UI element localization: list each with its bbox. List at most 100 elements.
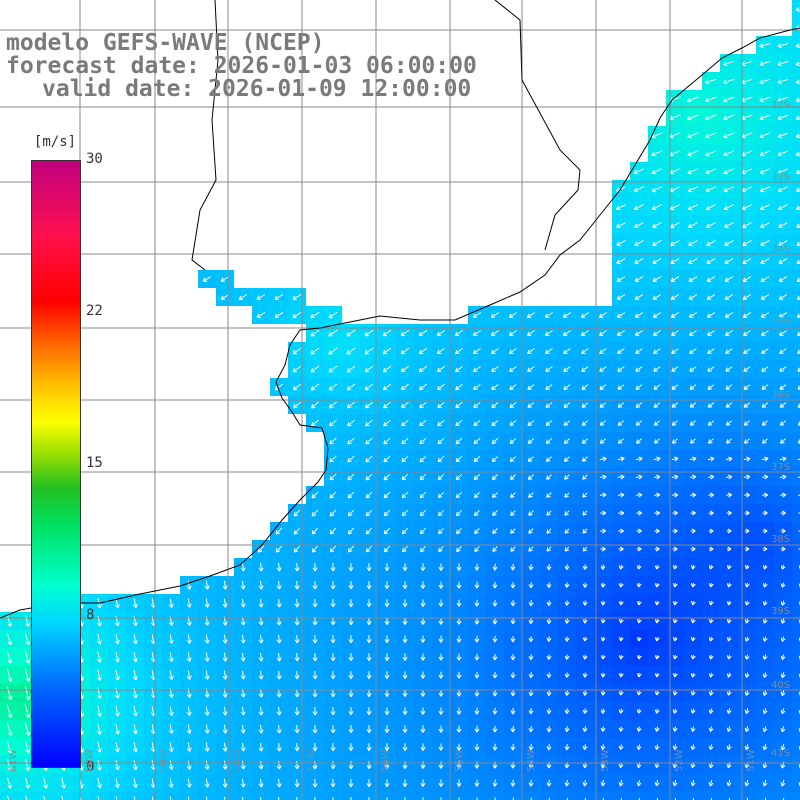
wind-cell: [450, 792, 468, 800]
wind-arrow: [598, 330, 607, 336]
wind-arrow: [527, 366, 535, 372]
wind-arrow: [132, 652, 138, 663]
wind-arrow: [777, 60, 789, 66]
wind-arrow: [564, 690, 570, 696]
wind-arrow: [330, 779, 336, 788]
wind-arrow: [544, 312, 553, 318]
wind-arrow: [456, 653, 462, 661]
wind-arrow: [723, 168, 735, 175]
wind-arrow: [202, 276, 212, 282]
wind-arrow: [510, 563, 516, 571]
wind-arrow: [797, 421, 800, 426]
wind-arrow: [420, 653, 426, 661]
wind-arrow: [311, 491, 319, 499]
wind-arrow: [653, 420, 661, 426]
wind-arrow: [509, 438, 517, 444]
wind-cell: [792, 486, 800, 504]
wind-arrow: [723, 150, 735, 157]
wind-arrow: [672, 564, 678, 570]
wind-arrow: [383, 527, 391, 535]
wind-arrow: [440, 797, 442, 800]
wind-arrow: [115, 723, 120, 735]
wind-arrow: [509, 348, 517, 354]
wind-arrow: [292, 347, 302, 355]
wind-arrow: [330, 562, 336, 572]
wind-arrow: [491, 492, 498, 498]
wind-arrow: [653, 402, 661, 408]
wind-arrow: [420, 743, 426, 751]
lat-label-36S: 36S: [771, 390, 791, 401]
wind-arrow: [672, 744, 678, 751]
wind-arrow: [582, 654, 588, 660]
wind-arrow: [366, 707, 372, 716]
wind-arrow: [384, 563, 390, 572]
lon-label-60W: 60W: [84, 749, 95, 772]
wind-arrow: [383, 437, 391, 445]
wind-arrow: [689, 366, 697, 372]
wind-arrow: [795, 133, 800, 139]
wind-cell: [432, 792, 450, 800]
wind-arrow: [670, 312, 679, 318]
wind-arrow: [346, 365, 356, 373]
wind-arrow: [777, 204, 788, 211]
wind-arrow: [476, 797, 478, 800]
wind-arrow: [422, 797, 424, 800]
wind-arrow: [438, 617, 444, 625]
wind-arrow: [618, 528, 624, 534]
wind-arrow: [599, 420, 607, 426]
wind-arrow: [726, 726, 732, 733]
wind-arrow: [418, 365, 427, 373]
wind-arrow: [741, 186, 753, 193]
wind-arrow: [419, 473, 427, 481]
wind-arrow: [384, 707, 390, 715]
wind-arrow: [723, 204, 734, 211]
wind-arrow: [744, 744, 750, 751]
wind-arrow: [438, 707, 444, 715]
wind-arrow: [366, 563, 372, 572]
wind-arrow: [762, 492, 768, 498]
wind-arrow: [725, 348, 733, 354]
wind-arrow: [25, 615, 31, 627]
wind-arrow: [670, 294, 680, 300]
wind-arrow: [636, 636, 642, 642]
wind-arrow: [742, 312, 751, 318]
wind-arrow: [473, 474, 481, 481]
wind-arrow: [742, 294, 752, 300]
wind-arrow: [438, 653, 444, 661]
lat-label-33S: 33S: [771, 172, 791, 183]
wind-arrow: [671, 420, 679, 426]
wind-arrow: [456, 581, 462, 589]
wind-arrow: [418, 347, 428, 355]
wind-arrow: [723, 60, 735, 67]
wind-arrow: [618, 510, 625, 516]
wind-arrow: [347, 437, 355, 445]
wind-arrow: [778, 294, 788, 300]
wind-arrow: [726, 510, 732, 516]
lat-label-41S: 41S: [771, 748, 791, 759]
wind-arrow: [312, 706, 318, 716]
wind-arrow: [292, 365, 302, 373]
wind-arrow: [705, 132, 717, 139]
wind-arrow: [348, 671, 354, 680]
wind-cell: [18, 792, 36, 800]
wind-arrow: [598, 312, 607, 318]
wind-arrow: [564, 708, 570, 715]
wind-arrow: [744, 690, 750, 696]
wind-arrow: [724, 222, 734, 229]
wind-arrow: [617, 438, 624, 444]
wind-arrow: [97, 777, 102, 789]
wind-arrow: [474, 779, 480, 787]
forecast-date: forecast date: 2026-01-03 06:00:00: [6, 53, 477, 79]
wind-arrow: [61, 777, 66, 789]
wind-arrow: [310, 311, 320, 319]
wind-arrow: [329, 545, 337, 553]
wind-arrow: [292, 311, 302, 319]
wind-arrow: [653, 456, 661, 462]
wind-arrow: [671, 348, 679, 354]
wind-arrow: [581, 366, 589, 372]
wind-arrow: [724, 276, 734, 282]
wind-arrow: [746, 797, 749, 800]
wind-cell: [126, 792, 144, 800]
wind-arrow: [690, 654, 696, 660]
wind-arrow: [707, 402, 715, 408]
